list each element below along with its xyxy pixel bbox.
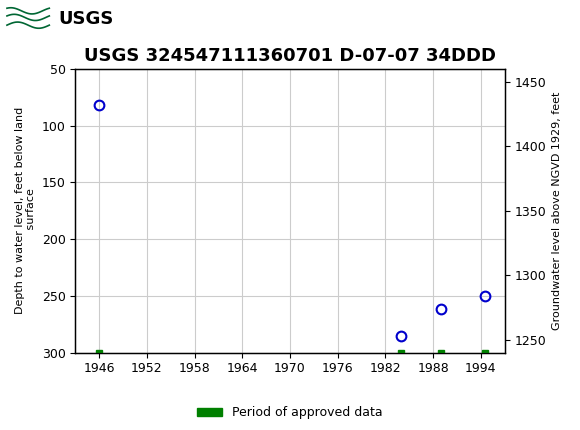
- Text: USGS: USGS: [58, 10, 113, 28]
- Text: USGS 324547111360701 D-07-07 34DDD: USGS 324547111360701 D-07-07 34DDD: [84, 47, 496, 65]
- Y-axis label: Groundwater level above NGVD 1929, feet: Groundwater level above NGVD 1929, feet: [552, 92, 561, 330]
- Y-axis label: Depth to water level, feet below land
 surface: Depth to water level, feet below land su…: [14, 107, 36, 314]
- Bar: [6, 4, 99, 35]
- Legend: Period of approved data: Period of approved data: [192, 402, 388, 424]
